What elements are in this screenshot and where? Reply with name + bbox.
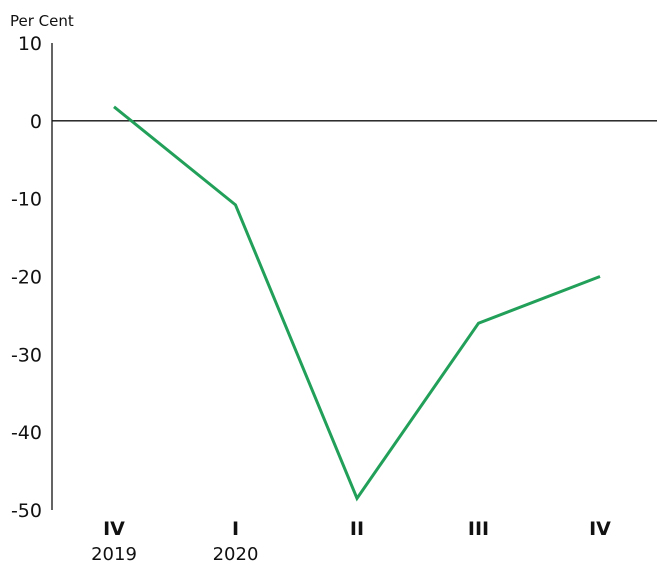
x-tick-label: IV (103, 518, 125, 540)
y-tick-label: -50 (11, 500, 42, 522)
x-year-label: 2020 (213, 544, 259, 564)
series-group (113, 105, 601, 502)
y-tick-label: -10 (11, 189, 42, 211)
x-tick-label: II (350, 518, 364, 540)
y-tick-label: 0 (30, 111, 42, 133)
x-tick-label: I (232, 518, 239, 540)
y-tick-label: -30 (11, 344, 42, 366)
x-tick-label: IV (589, 518, 611, 540)
y-tick-label: -40 (11, 422, 42, 444)
y-axis-label: Per Cent (10, 12, 74, 30)
y-tick-label: -20 (11, 267, 42, 289)
y-ticks: 10 0 -10 -20 -30 -40 -50 (11, 33, 42, 522)
y-tick-label: 10 (18, 33, 42, 55)
x-year-label: 2019 (91, 544, 137, 564)
x-tick-label: III (468, 518, 489, 540)
series-line (113, 105, 601, 502)
